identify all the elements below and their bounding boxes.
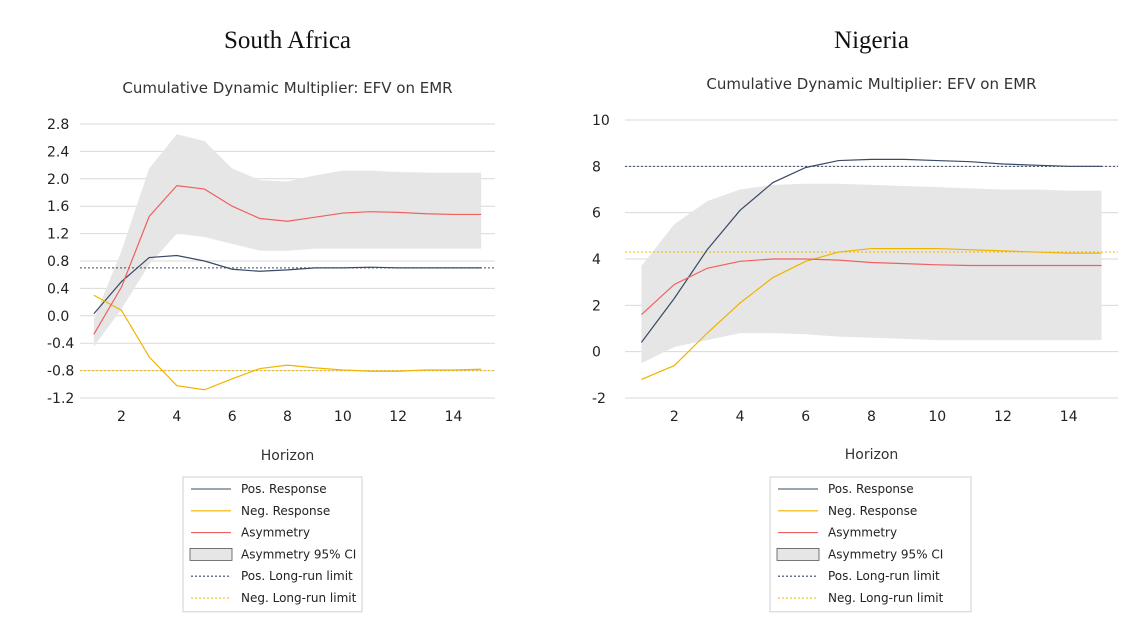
chart-panel-1: Nigeria Cumulative Dynamic Multiplier: EF…	[592, 27, 1118, 613]
x-tick-label: 4	[172, 409, 181, 425]
legend-item-asym: Asymmetry	[778, 526, 897, 540]
legend-item-pos-lr: Pos. Long-run limit	[778, 569, 940, 583]
neg-response-line	[93, 294, 482, 391]
legend-label: Pos. Long-run limit	[828, 569, 940, 583]
y-tick-label: 0.0	[47, 309, 69, 325]
legend-label: Pos. Response	[241, 482, 327, 496]
legend-item-neg-lr: Neg. Long-run limit	[191, 591, 357, 605]
asymmetry-ci-band	[641, 183, 1102, 364]
y-tick-label: 2	[592, 298, 601, 314]
y-tick-label: 1.6	[47, 199, 69, 215]
neg-response-line	[641, 247, 1102, 381]
legend-item-ci: Asymmetry 95% CI	[776, 547, 943, 561]
y-tick-label: 2.8	[47, 117, 69, 133]
y-tick-label: -1.2	[47, 391, 74, 407]
pos-response-line	[93, 254, 482, 315]
asymmetry-ci-band	[93, 134, 482, 347]
legend-item-neg-lr: Neg. Long-run limit	[778, 591, 944, 605]
y-tick-label: 4	[592, 252, 601, 268]
legend-label: Asymmetry	[828, 526, 897, 540]
legend-label: Neg. Response	[828, 504, 917, 518]
y-tick-label: 2.4	[47, 144, 69, 160]
asymmetry-line	[641, 258, 1102, 316]
legend-item-pos: Pos. Response	[191, 482, 327, 496]
legend-label: Neg. Long-run limit	[828, 591, 944, 605]
y-tick-label: -0.4	[47, 336, 74, 352]
legend-item-ci: Asymmetry 95% CI	[189, 547, 356, 561]
y-tick-label: 0.4	[47, 281, 69, 297]
panel-title: South Africa	[224, 27, 351, 54]
legend-label: Asymmetry	[241, 526, 310, 540]
chart-panel-0: South Africa Cumulative Dynamic Multiplie…	[47, 27, 495, 613]
y-tick-label: -0.8	[47, 364, 74, 380]
panel-title: Nigeria	[834, 27, 909, 54]
legend-item-neg: Neg. Response	[778, 504, 917, 518]
y-tick-label: 1.2	[47, 227, 69, 243]
legend-item-asym: Asymmetry	[191, 526, 310, 540]
y-tick-label: 0	[592, 345, 601, 361]
asymmetry-line	[93, 185, 482, 335]
x-tick-label: 10	[928, 409, 946, 425]
x-tick-label: 8	[867, 409, 876, 425]
x-tick-label: 12	[994, 409, 1012, 425]
legend-item-neg: Neg. Response	[191, 504, 330, 518]
legend-box	[182, 476, 363, 613]
x-tick-label: 4	[736, 409, 745, 425]
x-tick-label: 12	[389, 409, 407, 425]
legend-label: Neg. Response	[241, 504, 330, 518]
legend-label: Asymmetry 95% CI	[241, 547, 356, 561]
legend-label: Neg. Long-run limit	[241, 591, 357, 605]
legend-item-pos-lr: Pos. Long-run limit	[191, 569, 353, 583]
x-tick-label: 2	[670, 409, 679, 425]
x-tick-label: 14	[445, 409, 463, 425]
legend-box	[769, 476, 972, 613]
legend: Pos. Response Neg. Response Asymmetry Asymm…	[182, 476, 363, 613]
legend-swatch	[776, 548, 820, 561]
legend-label: Pos. Long-run limit	[241, 569, 353, 583]
y-tick-label: 0.8	[47, 254, 69, 270]
legend-swatch	[189, 548, 233, 561]
pos-response-line	[640, 158, 1102, 343]
x-tick-label: 2	[117, 409, 126, 425]
y-tick-label: 6	[592, 206, 601, 222]
legend: Pos. Response Neg. Response Asymmetry Asymm…	[769, 476, 972, 613]
y-tick-label: 2.0	[47, 172, 69, 188]
x-axis-label: Horizon	[845, 447, 899, 463]
chart-title: Cumulative Dynamic Multiplier: EFV on EM…	[122, 79, 452, 97]
chart-title: Cumulative Dynamic Multiplier: EFV on EM…	[706, 75, 1036, 93]
x-tick-label: 6	[228, 409, 237, 425]
legend-label: Asymmetry 95% CI	[828, 547, 943, 561]
legend-item-pos: Pos. Response	[778, 482, 914, 496]
x-tick-label: 14	[1060, 409, 1078, 425]
legend-label: Pos. Response	[828, 482, 914, 496]
x-tick-label: 10	[334, 409, 352, 425]
y-tick-label: 8	[592, 159, 601, 175]
y-tick-label: -2	[592, 391, 606, 407]
x-axis-label: Horizon	[261, 448, 315, 464]
y-tick-label: 10	[592, 113, 610, 129]
x-tick-label: 6	[801, 409, 810, 425]
x-tick-label: 8	[283, 409, 292, 425]
